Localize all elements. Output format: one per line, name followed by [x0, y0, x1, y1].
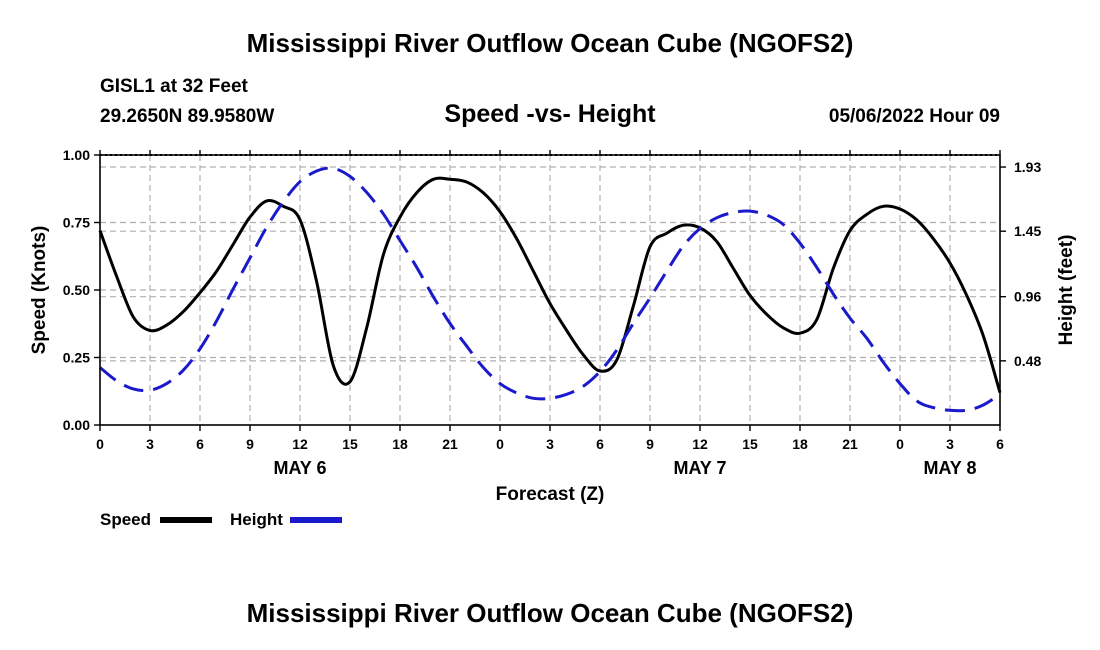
x-tick-label: 3 — [946, 436, 954, 452]
x-tick-label: 6 — [996, 436, 1004, 452]
grid — [100, 155, 1000, 425]
y-tick-label: 0.00 — [63, 417, 90, 433]
series-line-speed — [98, 176, 1002, 394]
x-axis-label: Forecast (Z) — [496, 484, 605, 505]
station-label: GISL1 at 32 Feet — [100, 76, 248, 97]
day-label: MAY 8 — [923, 458, 976, 478]
x-tick-label: 18 — [392, 436, 408, 452]
x-tick-label: 12 — [692, 436, 708, 452]
x-tick-label: 0 — [896, 436, 904, 452]
x-tick-label: 21 — [842, 436, 858, 452]
y-tick-label: 0.25 — [63, 350, 90, 366]
y2-tick-label: 1.93 — [1014, 159, 1041, 175]
x-tick-label: 0 — [496, 436, 504, 452]
y2-tick-label: 0.48 — [1014, 353, 1041, 369]
legend-label-speed: Speed — [100, 510, 151, 529]
x-tick-label: 6 — [196, 436, 204, 452]
footer-title: Mississippi River Outflow Ocean Cube (NG… — [246, 598, 854, 628]
x-tick-label: 12 — [292, 436, 308, 452]
series-line-height — [99, 166, 1001, 413]
y-tick-label: 0.75 — [63, 215, 90, 231]
y-axis-label: Speed (Knots) — [29, 226, 50, 355]
day-label: MAY 7 — [673, 458, 726, 478]
x-tick-label: 21 — [442, 436, 458, 452]
x-tick-label: 3 — [546, 436, 554, 452]
legend: Speed Height — [100, 510, 342, 529]
y2-tick-label: 0.96 — [1014, 289, 1041, 305]
y2-tick-label: 1.45 — [1014, 223, 1041, 239]
x-tick-label: 9 — [246, 436, 254, 452]
axes: 0 3 6 9 12 15 18 21 0 3 6 9 12 15 18 21 0 3 6 MAY 6 MAY 7 MAY… — [63, 147, 1042, 478]
y2-axis-label: Height (feet) — [1056, 235, 1077, 346]
x-tick-label: 15 — [342, 436, 358, 452]
x-tick-label: 9 — [646, 436, 654, 452]
chart-title: Speed -vs- Height — [444, 100, 656, 128]
y-tick-label: 1.00 — [63, 147, 90, 163]
legend-label-height: Height — [230, 510, 283, 529]
x-tick-label: 6 — [596, 436, 604, 452]
x-tick-label: 18 — [792, 436, 808, 452]
x-tick-label: 3 — [146, 436, 154, 452]
forecast-date: 05/06/2022 Hour 09 — [828, 106, 1000, 127]
station-coords: 29.2650N 89.9580W — [100, 106, 275, 127]
x-tick-label: 15 — [742, 436, 758, 452]
x-tick-label: 0 — [96, 436, 104, 452]
speed-height-chart: 0 3 6 9 12 15 18 21 0 3 6 9 12 15 18 21 0 3 6 MAY 6 MAY 7 MAY… — [29, 147, 1077, 529]
series-layer — [98, 166, 1002, 413]
page-title: Mississippi River Outflow Ocean Cube (NG… — [246, 28, 854, 58]
day-label: MAY 6 — [273, 458, 326, 478]
y-tick-label: 0.50 — [63, 282, 90, 298]
